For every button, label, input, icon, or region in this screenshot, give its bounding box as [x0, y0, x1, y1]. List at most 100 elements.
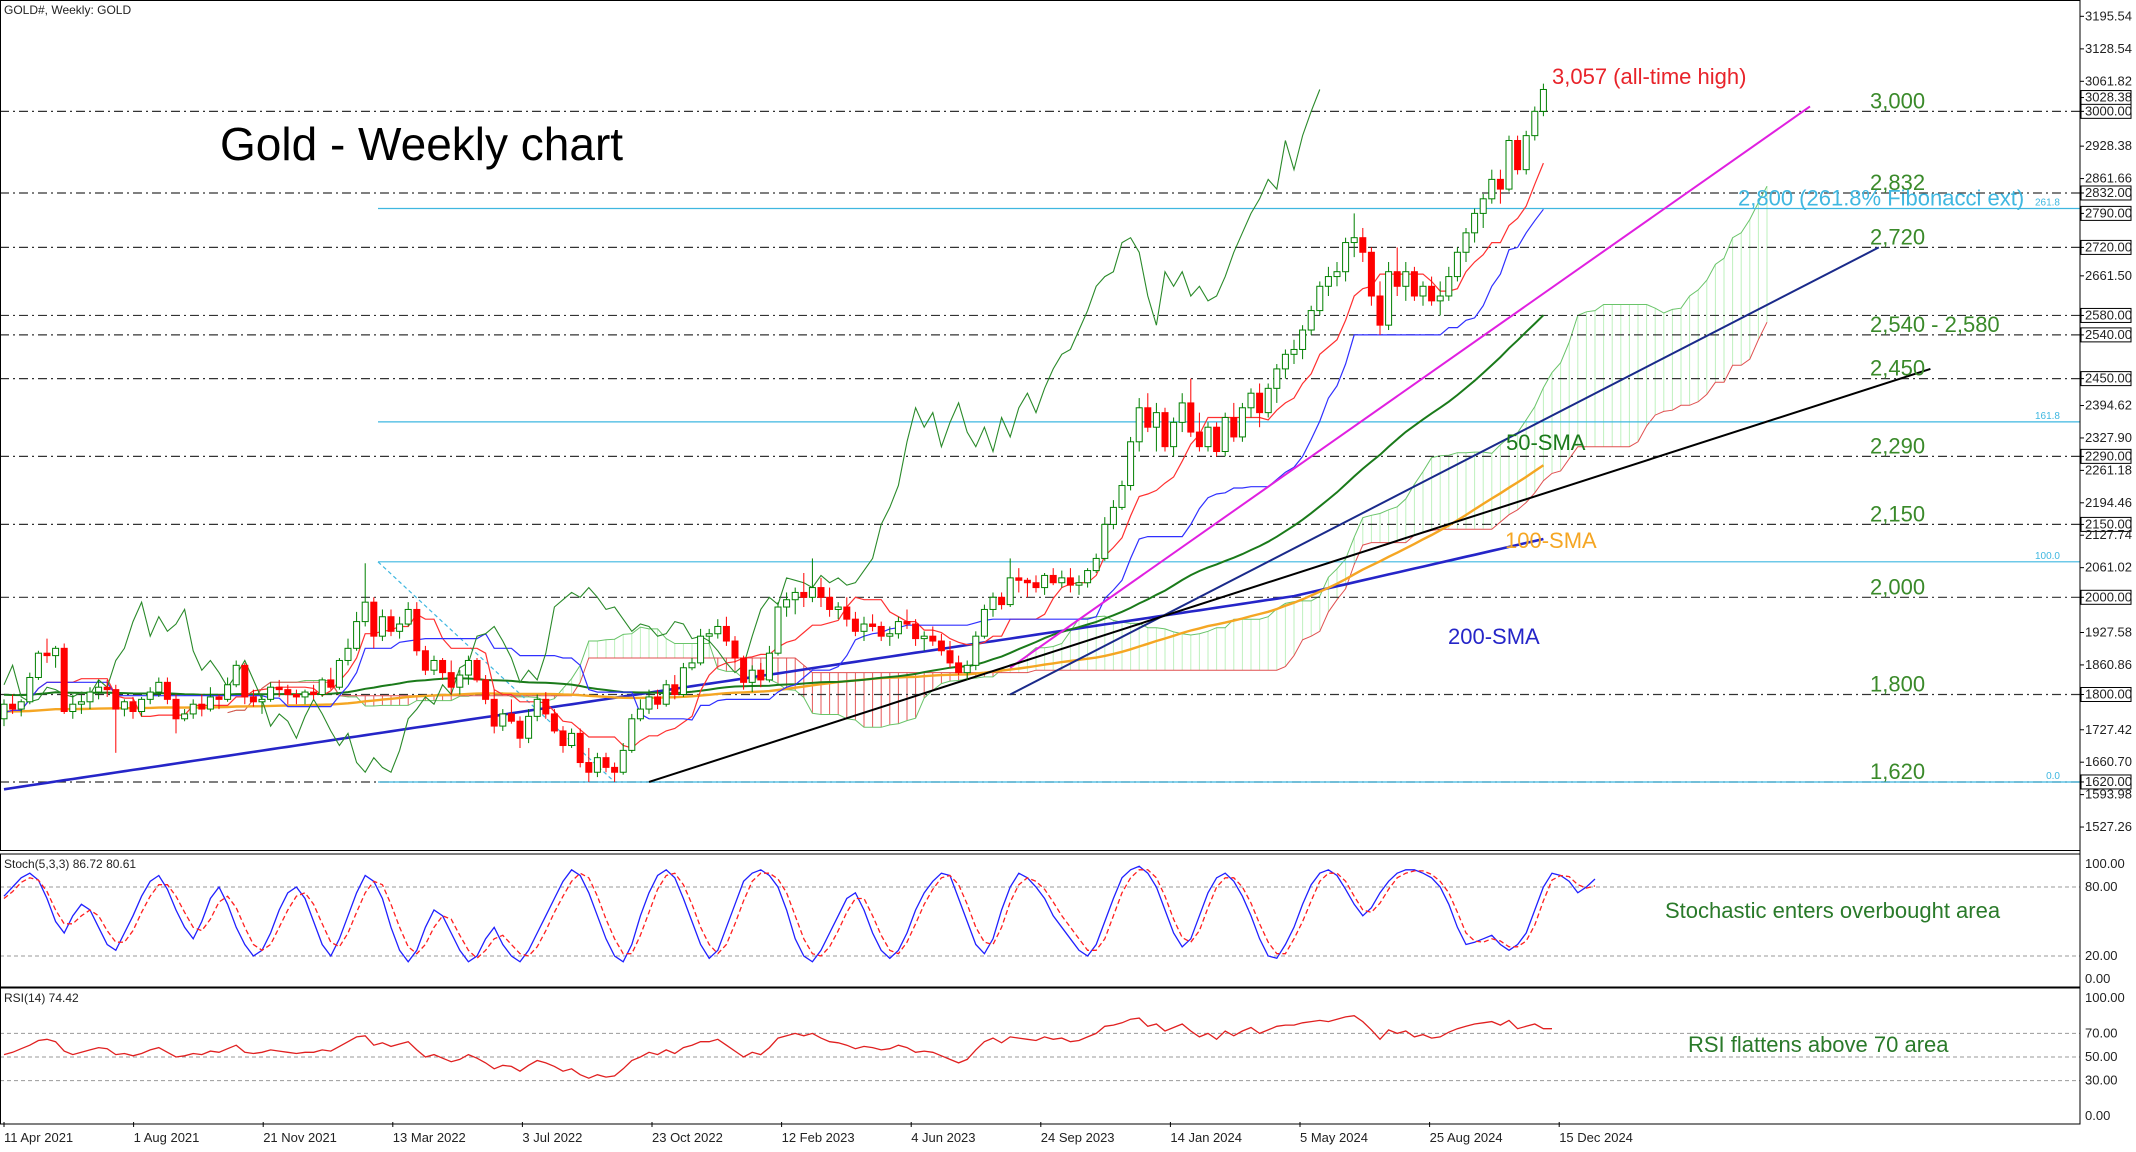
candle-body [1213, 426, 1221, 453]
candle [1006, 558, 1014, 608]
candle [275, 679, 283, 697]
price-tick-label: 1800.00 [2085, 686, 2132, 701]
candle-body [1299, 329, 1307, 350]
candle-body [1453, 251, 1461, 278]
candle [17, 699, 25, 717]
candle-body [843, 606, 851, 620]
candle-body [267, 686, 275, 700]
candle-body [95, 686, 103, 693]
symbol-label: GOLD#, Weekly: GOLD [4, 3, 131, 17]
price-tick-label: 2720.00 [2085, 239, 2132, 254]
candle-body [112, 689, 120, 710]
candle-body [1101, 523, 1109, 559]
candle [464, 655, 472, 685]
candle-body [1471, 212, 1479, 234]
candle-body [697, 635, 705, 664]
candle-body [1015, 577, 1023, 581]
candle-body [1049, 574, 1057, 584]
candle-body [482, 679, 490, 700]
candle [920, 631, 928, 651]
candle-body [1118, 485, 1126, 508]
price-tick-label: 2000.00 [2085, 589, 2132, 604]
candle [1359, 227, 1367, 262]
level-label: 2,450 [1870, 356, 1925, 381]
candle [1256, 383, 1264, 428]
candle-body [129, 701, 137, 713]
price-tick-label: 3195.54 [2085, 8, 2132, 23]
candle-body [318, 679, 326, 695]
candle [671, 675, 679, 700]
candle [396, 616, 404, 639]
candle [869, 614, 877, 632]
candle [499, 709, 507, 731]
candle-body [43, 652, 51, 657]
fib-diagonal [377, 561, 616, 783]
price-tick-label: 3000.00 [2085, 103, 2132, 118]
candle-body [989, 596, 997, 610]
candle [1213, 422, 1221, 457]
candle [1531, 106, 1539, 141]
candle [1393, 247, 1401, 297]
candle-body [1144, 407, 1152, 428]
candle [619, 743, 627, 775]
candle [1367, 247, 1375, 306]
candle-body [765, 652, 773, 681]
candle [636, 699, 644, 722]
price-tick-label: 2150.00 [2085, 516, 2132, 531]
candle-body [731, 640, 739, 659]
candle [1350, 213, 1358, 258]
candle-body [550, 713, 558, 732]
price-tick-label: 1727.42 [2085, 722, 2132, 737]
candle-body [198, 703, 206, 710]
candle-body [60, 647, 68, 713]
candle-body [946, 650, 954, 664]
candle-body [146, 691, 154, 700]
candle [353, 611, 361, 651]
price-tick-label: 2450.00 [2085, 371, 2132, 386]
price-tick-label: 3061.82 [2085, 73, 2132, 88]
candle [155, 677, 163, 697]
main-panel-frame [0, 0, 2081, 851]
candle [1144, 393, 1152, 433]
rsi-panel-frame [0, 987, 2081, 1125]
candle-body [1264, 387, 1272, 414]
candle [1135, 398, 1143, 452]
candle-body [619, 749, 627, 773]
candle-body [335, 659, 343, 688]
candle [172, 694, 180, 734]
candle-body [439, 659, 447, 674]
candle-body [1316, 285, 1324, 312]
time-tick-label: 25 Aug 2024 [1430, 1130, 1503, 1145]
candle [1230, 402, 1238, 442]
candle-body [86, 691, 94, 703]
trendline-black [648, 367, 1931, 783]
candle-body [284, 689, 292, 695]
candle [843, 597, 851, 627]
candle [542, 692, 550, 719]
candle-body [387, 616, 395, 632]
candle [593, 752, 601, 778]
candle [611, 762, 619, 782]
candle-body [1221, 416, 1229, 453]
candle [602, 752, 610, 773]
candle-body [353, 621, 361, 649]
level-label: 2,000 [1870, 574, 1925, 599]
candle [765, 645, 773, 683]
candle-body [1342, 242, 1350, 273]
candle-body [593, 757, 601, 773]
candle [834, 602, 842, 620]
candle-body [1333, 271, 1341, 278]
candle-body [602, 757, 610, 768]
candle [301, 689, 309, 705]
candle [714, 619, 722, 639]
price-tick-label: 3128.54 [2085, 41, 2132, 56]
candle-body [1428, 285, 1436, 302]
candle [688, 658, 696, 671]
price-tick-label: 2290.00 [2085, 448, 2132, 463]
candle-body [249, 696, 257, 703]
candle-body [1247, 392, 1255, 409]
candle-body [344, 647, 352, 661]
candle-body [1075, 582, 1083, 586]
candle-body [722, 625, 730, 642]
tenkan-line [3, 162, 1544, 749]
